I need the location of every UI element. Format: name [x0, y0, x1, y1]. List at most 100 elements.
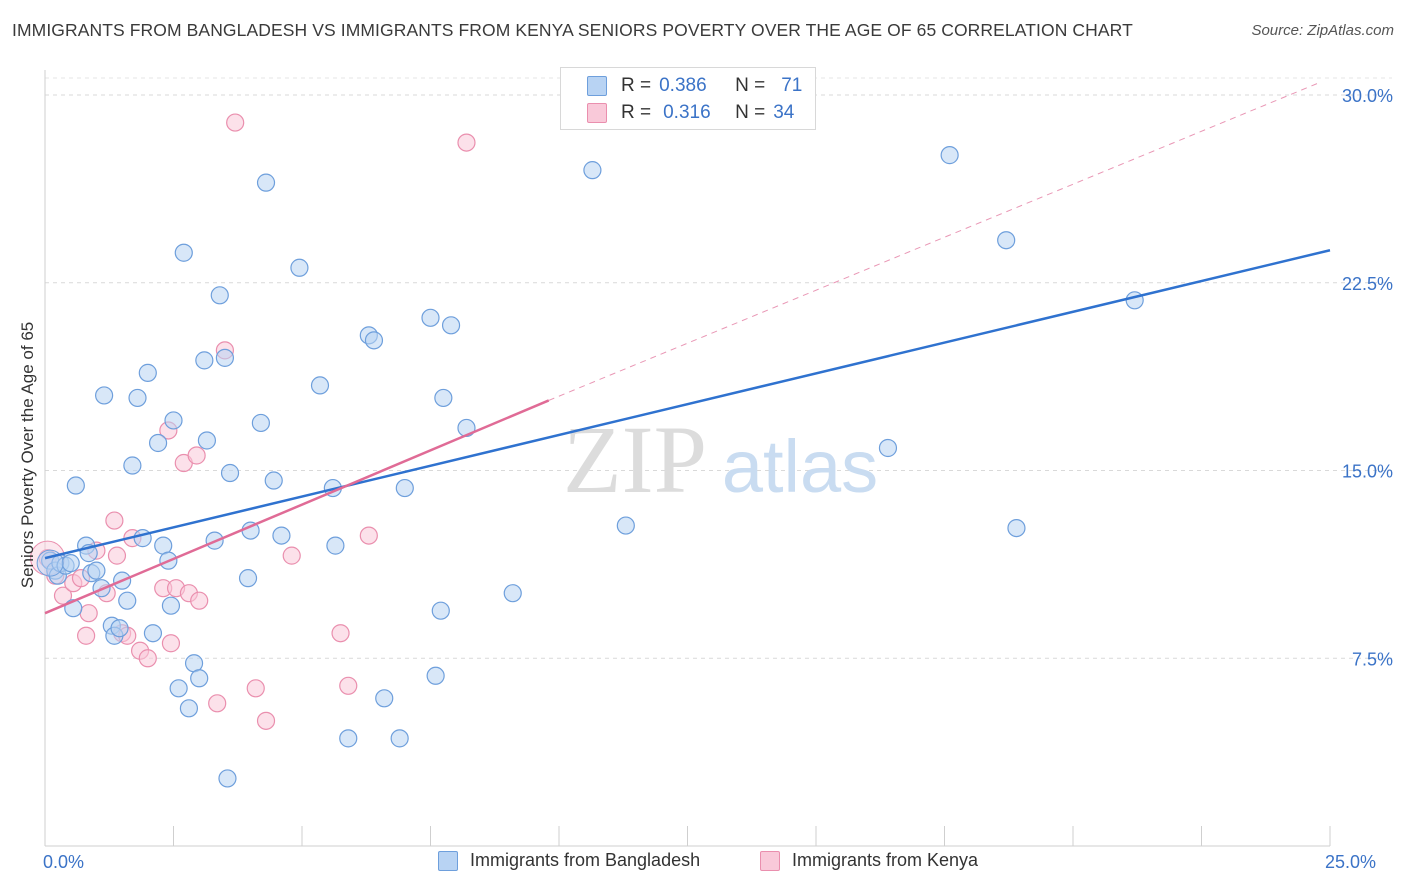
data-point: [184, 654, 204, 673]
data-point: [290, 258, 309, 277]
data-point: [218, 769, 237, 788]
legend-label-kenya: Immigrants from Kenya: [792, 850, 979, 870]
data-point: [339, 729, 358, 748]
data-point: [77, 626, 96, 645]
data-point: [123, 456, 142, 475]
data-point: [256, 711, 276, 730]
data-point: [61, 554, 80, 573]
data-point: [164, 411, 183, 430]
data-point: [110, 619, 129, 638]
data-point: [220, 463, 240, 483]
legend-label-bangladesh: Immigrants from Bangladesh: [470, 850, 701, 870]
trend-lines: [44, 82, 1331, 615]
x-tick-label-max: 25.0%: [1325, 852, 1377, 872]
data-point: [940, 146, 959, 165]
y-tick-label: 15.0%: [1342, 462, 1393, 482]
data-point: [118, 591, 137, 610]
watermark-atlas: atlas: [722, 425, 878, 508]
data-point: [878, 438, 898, 458]
stats-n-label: N =: [735, 75, 766, 96]
x-tick-label-min: 0.0%: [43, 852, 85, 872]
data-point: [138, 649, 157, 668]
data-point: [210, 286, 229, 305]
data-point: [226, 113, 245, 132]
stats-row-kenya: R = 0.316 N = 34: [587, 102, 794, 124]
data-point: [215, 348, 234, 367]
data-point: [264, 471, 283, 490]
stats-r-value: 0.316: [663, 102, 711, 123]
axes: [44, 70, 1331, 847]
legend-item-bangladesh: Immigrants from Bangladesh: [438, 850, 700, 871]
stats-n-label: N =: [735, 102, 766, 123]
data-point: [395, 478, 414, 498]
data-point: [197, 431, 217, 450]
data-point: [616, 516, 635, 535]
stats-n-value: 71: [781, 75, 803, 96]
data-point: [331, 624, 350, 643]
stats-r-label: R =: [621, 102, 652, 123]
watermark-zip: ZIP: [563, 406, 707, 513]
data-point: [457, 133, 476, 152]
y-axis-label: Seniors Poverty Over the Age of 65: [18, 321, 37, 589]
stats-swatch-pink: [587, 103, 607, 123]
series-kenya: [30, 113, 476, 730]
data-point: [431, 601, 450, 620]
data-point: [161, 634, 181, 653]
stats-swatch-blue: [587, 76, 607, 96]
data-point: [310, 376, 330, 395]
data-point: [138, 363, 157, 382]
data-point: [143, 624, 163, 643]
data-point: [503, 584, 522, 603]
data-point: [326, 536, 345, 555]
data-point: [190, 669, 209, 688]
data-point: [95, 386, 114, 405]
watermark: ZIP atlas: [563, 406, 878, 513]
data-point: [107, 546, 127, 565]
data-point: [1007, 518, 1026, 538]
data-point: [190, 591, 209, 610]
data-point: [272, 526, 291, 545]
data-point: [434, 388, 453, 408]
data-point: [174, 243, 193, 262]
data-point: [66, 476, 85, 495]
data-point: [208, 694, 227, 713]
data-point: [359, 526, 378, 545]
legend-swatch-pink: [760, 850, 780, 871]
y-tick-labels: 7.5% 15.0% 22.5% 30.0%: [1342, 86, 1393, 669]
data-point: [36, 549, 64, 577]
data-point: [161, 596, 181, 615]
legend-item-kenya: Immigrants from Kenya: [760, 850, 978, 871]
data-point: [282, 546, 301, 565]
data-point: [426, 666, 445, 685]
data-point: [187, 446, 206, 465]
data-point: [79, 604, 98, 623]
legend-swatch-blue: [438, 850, 458, 871]
trend-line-bangladesh: [44, 249, 1331, 560]
data-point: [339, 676, 358, 695]
data-point: [148, 433, 168, 453]
stats-n-value: 34: [773, 102, 795, 123]
series-bangladesh: [36, 146, 1144, 788]
data-point: [195, 351, 214, 370]
data-point: [169, 679, 188, 698]
y-tick-label: 7.5%: [1352, 649, 1393, 669]
data-point: [583, 161, 602, 180]
data-point: [128, 388, 147, 408]
y-tick-label: 22.5%: [1342, 274, 1393, 294]
data-point: [53, 586, 73, 605]
data-point: [179, 699, 199, 718]
data-point: [390, 729, 409, 748]
data-point: [251, 413, 270, 433]
chart-title: IMMIGRANTS FROM BANGLADESH VS IMMIGRANTS…: [12, 20, 1133, 40]
stats-legend-box: R = 0.386 N = 71 R = 0.316 N = 34: [560, 67, 816, 130]
data-point: [246, 679, 265, 698]
data-point: [238, 569, 258, 588]
data-point: [256, 173, 276, 192]
data-point: [997, 231, 1016, 250]
stats-r-label: R =: [621, 75, 652, 96]
stats-r-value: 0.386: [659, 75, 707, 96]
stats-row-bangladesh: R = 0.386 N = 71: [587, 75, 802, 97]
data-point: [105, 511, 124, 530]
trend-line-kenya: [44, 399, 550, 615]
data-point: [364, 331, 384, 350]
